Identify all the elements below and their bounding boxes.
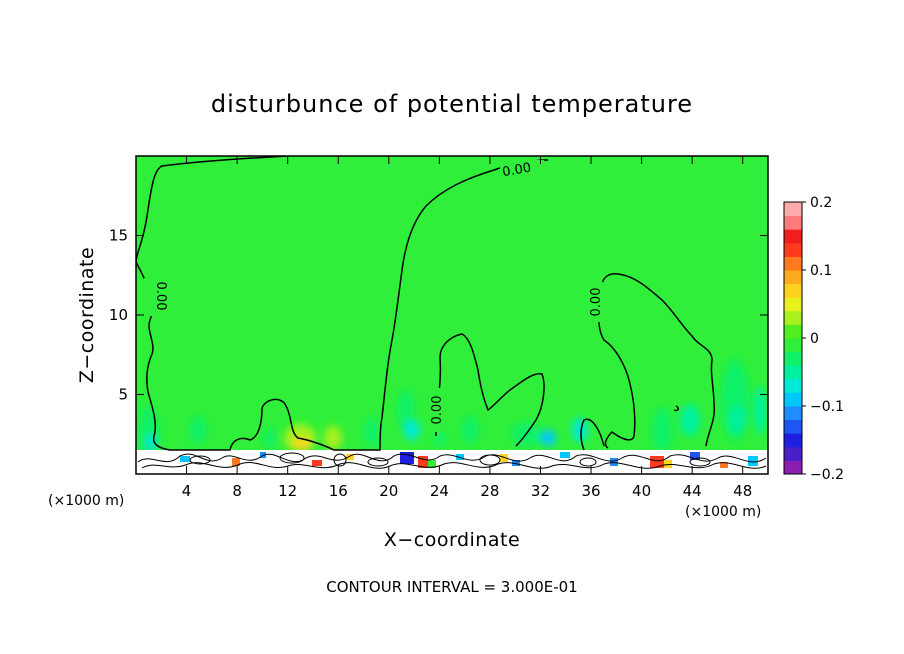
y-tick-label: 5 bbox=[118, 386, 128, 404]
colorbar-segment bbox=[784, 419, 802, 434]
colorbar-segment bbox=[784, 365, 802, 380]
colorbar-segment bbox=[784, 283, 802, 298]
contour-label-bgs bbox=[144, 160, 603, 432]
colorbar-segment bbox=[784, 338, 802, 353]
blob bbox=[572, 418, 588, 442]
x-tick-label: 44 bbox=[683, 482, 702, 500]
colorbar-tick-label: 0 bbox=[810, 331, 819, 347]
patch bbox=[610, 458, 618, 466]
blob bbox=[434, 430, 446, 446]
y-tick-label: 10 bbox=[109, 306, 128, 324]
patch bbox=[418, 456, 428, 468]
colorbar-segment bbox=[784, 202, 802, 217]
surface-patches bbox=[180, 452, 758, 468]
colorbar-tick-label: −0.1 bbox=[810, 399, 844, 415]
patch bbox=[500, 454, 508, 462]
blob bbox=[652, 408, 672, 452]
colorbar-segment bbox=[784, 392, 802, 407]
perturbation-blobs bbox=[138, 360, 766, 458]
x-axis-label: X−coordinate bbox=[384, 529, 520, 551]
contour-label: 0.00 bbox=[153, 282, 168, 311]
colorbar-segment bbox=[784, 215, 802, 230]
y-tick-label: 15 bbox=[109, 227, 128, 245]
patch bbox=[560, 452, 570, 458]
chart-title: disturbunce of potential temperature bbox=[211, 90, 693, 118]
blob bbox=[462, 416, 478, 444]
colorbar-tick-label: −0.2 bbox=[810, 467, 844, 483]
contour-label: 0.00 bbox=[430, 396, 445, 425]
surface-layer bbox=[136, 450, 768, 474]
x-tick-label: 16 bbox=[329, 482, 348, 500]
blob bbox=[540, 430, 556, 446]
colorbar-segment bbox=[784, 406, 802, 421]
patch bbox=[748, 456, 758, 466]
colorbar-segment bbox=[784, 460, 802, 475]
x-tick-label: 12 bbox=[278, 482, 297, 500]
colorbar-segment bbox=[784, 351, 802, 366]
y-axis: 5 10 15 bbox=[109, 227, 768, 404]
contour-label: 0.00 bbox=[589, 288, 604, 317]
colorbar-segment bbox=[784, 324, 802, 339]
colorbar-segment bbox=[784, 242, 802, 257]
patch bbox=[720, 462, 728, 468]
x-tick-label: 4 bbox=[182, 482, 192, 500]
colorbar: 0.2 0.1 0 −0.1 −0.2 bbox=[783, 195, 844, 483]
blob bbox=[293, 438, 311, 450]
contour-label: 0.00 bbox=[501, 161, 532, 181]
colorbar-tick-label: 0.1 bbox=[810, 263, 832, 279]
blob bbox=[190, 416, 206, 444]
y-axis-label: Z−coordinate bbox=[76, 247, 98, 383]
patch bbox=[428, 460, 436, 468]
blob bbox=[324, 426, 342, 450]
x-tick-label: 8 bbox=[232, 482, 242, 500]
x-tick-label: 32 bbox=[531, 482, 550, 500]
surface-contours bbox=[137, 452, 767, 469]
blob bbox=[364, 418, 380, 446]
colorbar-tick-label: 0.2 bbox=[810, 195, 832, 211]
colorbar-segment bbox=[784, 229, 802, 244]
patch bbox=[180, 456, 190, 462]
colorbar-segment bbox=[784, 297, 802, 312]
patch bbox=[346, 454, 354, 460]
colorbar-segment bbox=[784, 378, 802, 393]
blob bbox=[404, 420, 420, 440]
patch bbox=[690, 452, 700, 460]
blob bbox=[754, 386, 766, 434]
patch bbox=[232, 458, 240, 466]
blob bbox=[680, 404, 700, 436]
x-tick-label: 48 bbox=[733, 482, 752, 500]
x-tick-label: 24 bbox=[430, 482, 449, 500]
colorbar-segment bbox=[784, 270, 802, 285]
contour-interval-text: CONTOUR INTERVAL = 3.000E-01 bbox=[326, 578, 577, 596]
x-tick-label: 40 bbox=[632, 482, 651, 500]
patch bbox=[664, 460, 672, 468]
x-unit-right: (×1000 m) bbox=[685, 504, 761, 520]
patch bbox=[512, 460, 520, 466]
x-tick-label: 36 bbox=[581, 482, 600, 500]
patch bbox=[456, 454, 464, 460]
colorbar-segment bbox=[784, 310, 802, 325]
blob bbox=[264, 428, 276, 448]
colorbar-segment bbox=[784, 256, 802, 271]
x-unit-left: (×1000 m) bbox=[48, 493, 124, 509]
blob bbox=[730, 406, 746, 434]
x-tick-label: 28 bbox=[480, 482, 499, 500]
field-background bbox=[136, 156, 768, 474]
blob bbox=[398, 390, 414, 430]
plot-area: 0.00 0.00 0.00 0.00 bbox=[136, 156, 768, 474]
colorbar-segment bbox=[784, 446, 802, 461]
patch bbox=[650, 456, 664, 468]
blob bbox=[146, 434, 158, 450]
colorbar-segment bbox=[784, 433, 802, 448]
x-axis: 4 8 12 16 20 24 28 32 36 40 44 48 bbox=[182, 156, 752, 500]
x-tick-label: 20 bbox=[379, 482, 398, 500]
patch bbox=[312, 460, 322, 466]
